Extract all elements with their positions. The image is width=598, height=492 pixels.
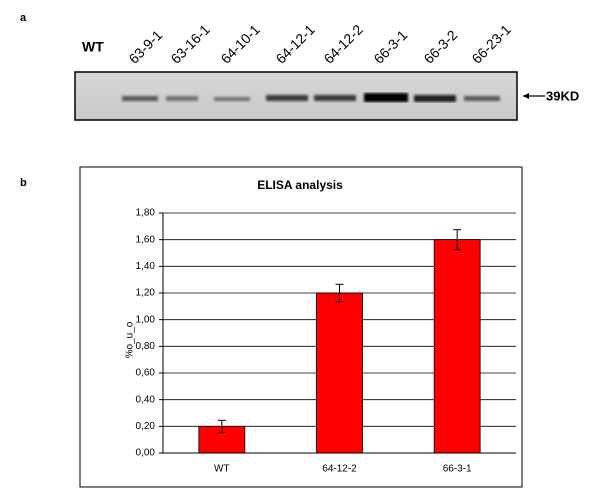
y-tick-label: 1,80 — [136, 208, 156, 219]
panel-label: a — [20, 12, 27, 24]
y-tick-label: 0,20 — [136, 421, 156, 432]
y-tick-label: 1,00 — [136, 314, 156, 325]
lane-label: 63-16-1 — [167, 21, 213, 67]
lane-label: WT — [82, 39, 104, 55]
x-tick-label: 64-12-2 — [322, 464, 357, 475]
chart-title: ELISA analysis — [257, 178, 343, 192]
y-tick-label: 0,00 — [136, 448, 156, 459]
y-tick-label: 1,20 — [136, 288, 156, 299]
y-tick-label: 0,60 — [136, 368, 156, 379]
lane-label: 66-3-2 — [420, 27, 460, 67]
x-tick-label: WT — [214, 464, 230, 475]
y-tick-label: 0,40 — [136, 394, 156, 405]
lane-label: 64-10-1 — [217, 21, 263, 67]
bar — [316, 292, 363, 454]
bar — [433, 239, 481, 454]
lane-label: 66-23-1 — [468, 21, 514, 67]
bands — [122, 93, 500, 102]
y-tick-label: 0,80 — [136, 341, 156, 352]
y-tick-label: 1,60 — [136, 234, 156, 245]
lane-label: 64-12-2 — [320, 21, 366, 67]
marker-label: 39KD — [546, 88, 579, 103]
lane-label: 64-12-1 — [272, 21, 318, 67]
lane-label: 63-9-1 — [125, 27, 165, 67]
arrow-head — [523, 93, 529, 99]
lane-label: 66-3-1 — [370, 27, 410, 67]
panel-label: b — [20, 177, 27, 189]
y-tick-label: 1,40 — [136, 261, 156, 272]
x-tick-label: 66-3-1 — [443, 464, 472, 475]
y-axis-label: %o_u_o — [125, 321, 136, 358]
